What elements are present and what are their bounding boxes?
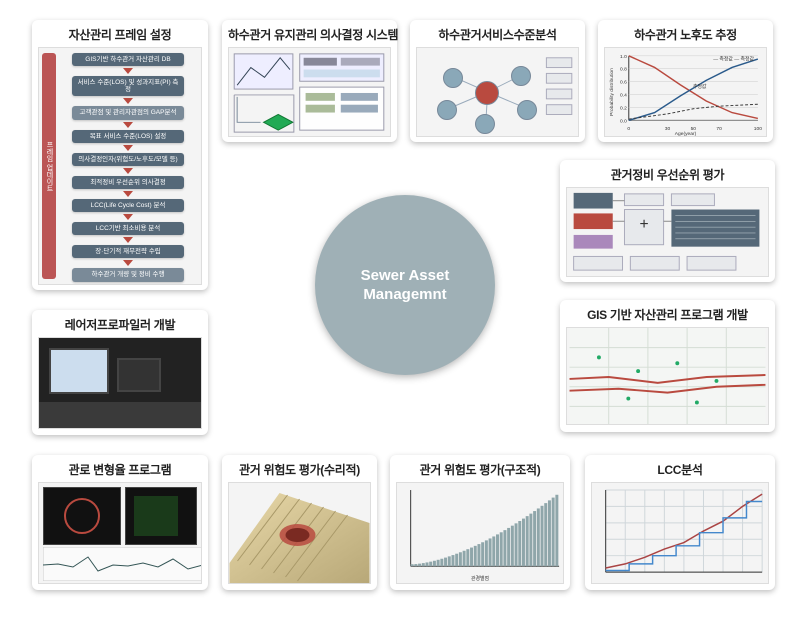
card-title: 관거정비 우선순위 평가 bbox=[566, 166, 769, 183]
card-decision-system: 하수관거 유지관리 의사결정 시스템 bbox=[222, 20, 397, 142]
card-title: 레어저프로파일러 개발 bbox=[38, 316, 202, 333]
decision-diagram-thumb bbox=[229, 48, 390, 136]
card-frame-settings: 자산관리 프레임 설정 프레임 업데이트 GIS기반 하수관거 자산관리 DB 서… bbox=[32, 20, 208, 290]
card-laser-profiler: 레어저프로파일러 개발 bbox=[32, 310, 208, 435]
svg-text:+: + bbox=[639, 216, 648, 233]
svg-text:Age(year): Age(year) bbox=[675, 131, 697, 136]
flow-arrow-icon bbox=[123, 168, 133, 174]
priority-diagram-thumb: + bbox=[567, 188, 768, 276]
svg-text:0.8: 0.8 bbox=[620, 67, 627, 73]
flow-side-label: 프레임 업데이트 bbox=[42, 53, 56, 279]
flow-step: LCC(Life Cycle Cost) 분석 bbox=[72, 199, 184, 212]
flow-step: 목표 서비스 수준(LOS) 설정 bbox=[72, 130, 184, 143]
flow-step: 하수관거 개량 및 정비 수행 bbox=[72, 268, 184, 281]
card-title: 하수관거 유지관리 의사결정 시스템 bbox=[228, 26, 391, 43]
flowchart-column: GIS기반 하수관거 자산관리 DB 서비스 수준(LOS) 및 성과지표(PI)… bbox=[58, 51, 198, 281]
svg-text:70: 70 bbox=[716, 126, 722, 132]
card-service-level: 하수관거서비스수준분석 bbox=[410, 20, 585, 142]
service-node bbox=[511, 66, 531, 86]
card-gis-program: GIS 기반 자산관리 프로그램 개발 bbox=[560, 300, 775, 432]
center-hub: Sewer Asset Managemnt bbox=[315, 195, 495, 375]
card-title: GIS 기반 자산관리 프로그램 개발 bbox=[566, 306, 769, 323]
center-hub-label: Sewer Asset Managemnt bbox=[361, 266, 450, 305]
flow-arrow-icon bbox=[123, 237, 133, 243]
hydraulic-render-thumb bbox=[229, 483, 370, 583]
svg-text:1.0: 1.0 bbox=[620, 54, 627, 60]
gis-map-thumb bbox=[567, 328, 768, 424]
card-deformation-program: 관로 변형율 프로그램 bbox=[32, 455, 208, 590]
flow-step: 고객관점 및 관리자관점의 GAP분석 bbox=[72, 106, 184, 119]
svg-text:0.2: 0.2 bbox=[620, 105, 627, 111]
card-title: 관거 위험도 평가(구조적) bbox=[396, 461, 564, 478]
svg-text:0.6: 0.6 bbox=[620, 80, 627, 86]
flow-arrow-icon bbox=[123, 122, 133, 128]
card-priority: 관거정비 우선순위 평가 + bbox=[560, 160, 775, 282]
flow-arrow-icon bbox=[123, 98, 133, 104]
svg-text:0.0: 0.0 bbox=[620, 118, 627, 124]
card-title: 하수관거서비스수준분석 bbox=[416, 26, 579, 43]
card-title: LCC분석 bbox=[591, 461, 769, 478]
flow-arrow-icon bbox=[123, 191, 133, 197]
flow-arrow-icon bbox=[123, 145, 133, 151]
service-node bbox=[437, 100, 457, 120]
svg-text:관경별점: 관경별점 bbox=[471, 575, 489, 582]
svg-text:30: 30 bbox=[665, 126, 671, 132]
card-risk-structural: 관거 위험도 평가(구조적) 관경별점 bbox=[390, 455, 570, 590]
flow-step: 최적정비 우선순위 의사결정 bbox=[72, 176, 184, 189]
structural-bar-chart: 관경별점 bbox=[397, 483, 563, 583]
service-node bbox=[475, 81, 499, 105]
svg-text:Probability distribution: Probability distribution bbox=[609, 68, 615, 116]
card-title: 자산관리 프레임 설정 bbox=[38, 26, 202, 43]
card-title: 관거 위험도 평가(수리적) bbox=[228, 461, 371, 478]
flow-step: 서비스 수준(LOS) 및 성과지표(PI) 측정 bbox=[72, 76, 184, 96]
svg-text:— 측정값 — 측정값: — 측정값 — 측정값 bbox=[713, 56, 754, 63]
waveform-thumb bbox=[43, 547, 202, 581]
flow-step: LCC기반 최소비용 분석 bbox=[72, 222, 184, 235]
flow-step: 의사결정인자(위험도/노후도/모델 등) bbox=[72, 153, 184, 166]
svg-text:0: 0 bbox=[627, 126, 630, 132]
card-title: 관로 변형율 프로그램 bbox=[38, 461, 202, 478]
svg-text:100: 100 bbox=[754, 126, 762, 132]
lcc-chart bbox=[592, 483, 768, 583]
flow-step: 장·단기적 재무전략 수립 bbox=[72, 245, 184, 258]
card-deterioration: 하수관거 노후도 추정 0.00.20.40.60.81.00305070100… bbox=[598, 20, 773, 142]
card-title: 하수관거 노후도 추정 bbox=[604, 26, 767, 43]
flow-arrow-icon bbox=[123, 214, 133, 220]
card-risk-hydraulic: 관거 위험도 평가(수리적) bbox=[222, 455, 377, 590]
deterioration-chart: 0.00.20.40.60.81.00305070100Age(year)Pro… bbox=[605, 48, 766, 136]
flow-arrow-icon bbox=[123, 260, 133, 266]
svg-text:0.4: 0.4 bbox=[620, 92, 627, 98]
svg-text:추정값: 추정값 bbox=[693, 83, 707, 90]
service-node bbox=[475, 114, 495, 134]
card-lcc-analysis: LCC분석 bbox=[585, 455, 775, 590]
flow-arrow-icon bbox=[123, 68, 133, 74]
service-node bbox=[443, 68, 463, 88]
service-node bbox=[517, 100, 537, 120]
flow-step: GIS기반 하수관거 자산관리 DB bbox=[72, 53, 184, 66]
